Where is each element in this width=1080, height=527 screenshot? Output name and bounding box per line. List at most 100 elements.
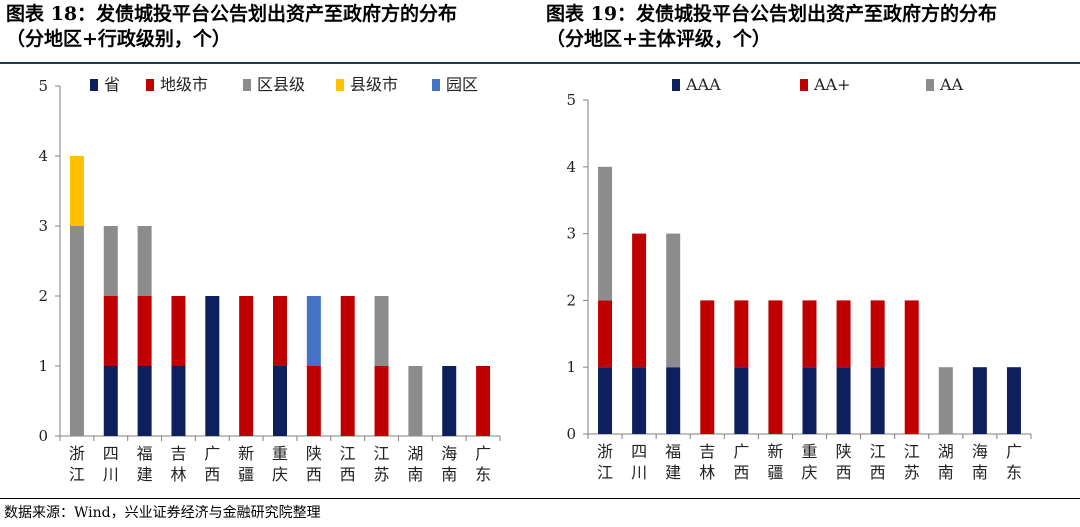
chart-18-title: 图表 18：发债城投平台公告划出资产至政府方的分布 [6,3,458,25]
x-category-full-label: 新疆 [759,442,791,461]
x-category-label: 海 [972,442,988,461]
bar-segment [972,367,987,434]
x-category-label: 林 [699,463,715,482]
x-category-label: 西 [836,463,852,482]
x-category-label: 南 [441,465,457,484]
x-category-full-label: 广东 [467,444,499,463]
x-category-full-label: 新疆 [230,444,262,463]
y-tick-label: 4 [566,158,576,176]
y-tick-label: 2 [566,291,576,309]
bar-segment [598,300,613,368]
bar-segment [938,367,953,434]
bar-segment [103,366,118,436]
x-category-full-label: 吉林 [691,442,723,461]
bar-segment [666,233,681,368]
legend-label: AA+ [813,75,851,94]
bar-segment [700,300,715,434]
x-category-full-label: 福建 [657,442,689,461]
bar-segment [802,300,817,368]
legend-label: 地级市 [160,75,208,94]
x-category-label: 西 [306,465,322,484]
bar-segment [802,367,817,434]
bar-segment [1006,367,1021,434]
x-category-label: 福 [665,442,681,461]
legend-swatch [90,79,98,91]
bar-segment [171,296,186,366]
x-category-label: 东 [1006,463,1022,482]
legend-swatch [432,79,440,91]
x-category-label: 四 [103,444,119,463]
bar-segment [632,367,647,434]
bar-segment [836,367,851,434]
x-category-label: 江 [870,442,886,461]
x-category-full-label: 陕西 [828,442,860,461]
bar-segment [904,300,919,434]
x-category-label: 湖 [407,444,423,463]
x-category-label: 庆 [801,463,817,482]
bar-segment [273,366,287,436]
bar-segment [768,300,783,434]
x-category-full-label: 浙江 [61,444,93,463]
y-tick-label: 0 [566,425,576,443]
bar-segment [408,366,423,436]
chart-18-title-block: 图表 18：发债城投平台公告划出资产至政府方的分布 （分地区+行政级别，个） [6,2,536,52]
x-category-full-label: 吉林 [162,444,194,463]
x-category-label: 江 [374,444,390,463]
x-category-label: 林 [170,465,186,484]
bar-segment [306,366,321,436]
x-category-label: 江 [340,444,356,463]
source-divider [0,498,1080,499]
x-category-label: 陕 [306,444,322,463]
chart-19-subtitle: （分地区+主体评级，个） [546,28,771,50]
bar-segment [374,296,389,366]
bar-segment [666,367,681,434]
x-category-label: 庆 [272,465,288,484]
x-category-label: 新 [767,442,783,461]
x-category-label: 疆 [238,465,254,484]
y-tick-label: 3 [38,217,48,235]
bar-segment [103,226,118,296]
x-category-label: 海 [441,444,457,463]
x-category-label: 建 [665,463,681,482]
x-category-label: 苏 [374,465,390,484]
x-category-full-label: 浙江 [589,442,621,461]
x-category-label: 苏 [904,463,920,482]
x-category-label: 广 [475,444,491,463]
bar-segment [598,367,613,434]
bar-segment [205,296,220,436]
x-category-label: 东 [475,465,491,484]
chart-18-subtitle: （分地区+行政级别，个） [6,28,231,50]
legend-swatch [672,79,680,91]
source-note: 数据来源：Wind，兴业证券经济与金融研究院整理 [4,505,321,521]
legend-label: 区县级 [257,75,305,94]
legend-label: AAA [685,75,721,94]
x-category-full-label: 江苏 [366,444,398,463]
y-tick-label: 5 [38,77,48,95]
x-category-full-label: 海南 [964,442,996,461]
legend-label: AA [939,75,964,94]
x-category-label: 福 [137,444,153,463]
x-category-label: 西 [340,465,356,484]
x-category-full-label: 福建 [129,444,161,463]
legend-label: 县级市 [350,75,398,94]
bar-segment [69,226,84,436]
x-category-label: 南 [972,463,988,482]
bar-segment [340,296,355,436]
x-category-full-label: 湖南 [399,444,431,463]
legend-swatch [146,79,154,91]
bar-segment [734,300,749,368]
x-category-label: 吉 [170,444,186,463]
x-category-label: 建 [137,465,153,484]
x-category-full-label: 陕西 [298,444,330,463]
bar-segment [239,296,254,436]
bar-segment [836,300,851,368]
x-category-label: 川 [103,465,119,484]
legend-swatch [800,79,808,91]
bar-segment [137,296,152,366]
x-category-label: 江 [69,465,85,484]
bar-segment [734,367,749,434]
chart-19-title: 图表 19：发债城投平台公告划出资产至政府方的分布 [546,3,998,25]
x-category-label: 南 [938,463,954,482]
bar-segment [870,300,885,368]
